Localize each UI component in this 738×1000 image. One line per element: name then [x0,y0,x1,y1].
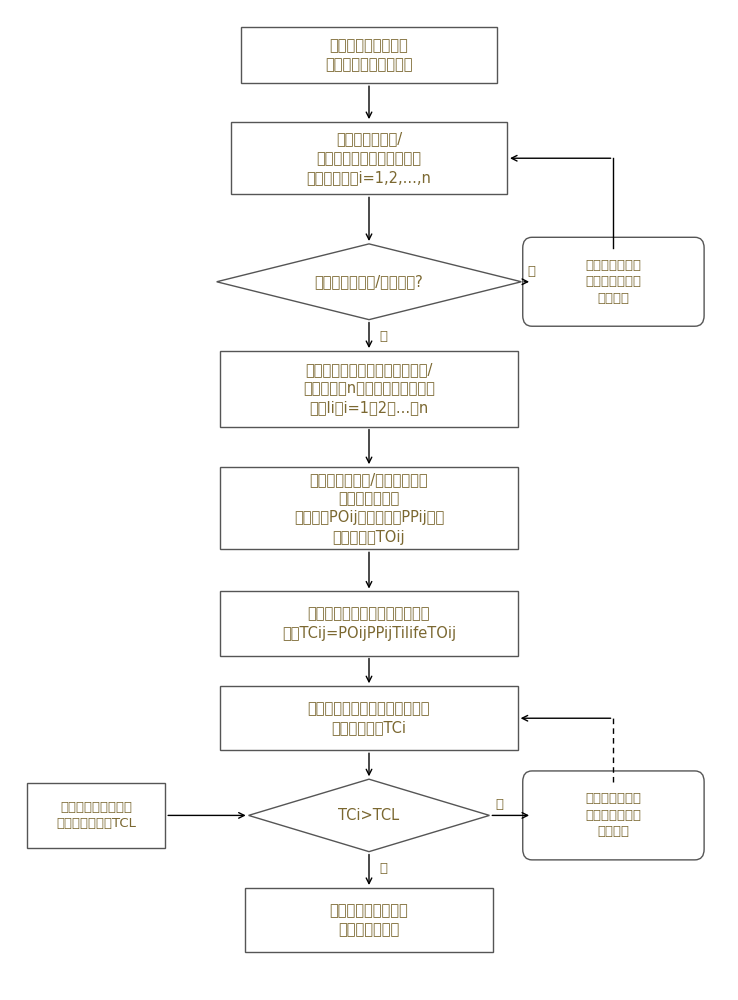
FancyBboxPatch shape [231,122,507,194]
Text: 评估每个器件或设备的单粒子软
错误危害时间TCi: 评估每个器件或设备的单粒子软 错误危害时间TCi [308,701,430,735]
FancyBboxPatch shape [241,27,497,83]
FancyBboxPatch shape [523,237,704,326]
Text: 针对每一个器件/
设备，进行单粒子软错误影
响后果分析，i=1,2,...,n: 针对每一个器件/ 设备，进行单粒子软错误影 响后果分析，i=1,2,...,n [306,132,432,185]
Text: 评估每一个单粒子软错误的危害
时间TCij=POijPPijTilifeTOij: 评估每一个单粒子软错误的危害 时间TCij=POijPPijTilifeTOij [282,606,456,641]
Text: TCi>TCL: TCi>TCL [339,808,399,823]
Text: 列出航天器系统中的
单粒子敏感器件或设备: 列出航天器系统中的 单粒子敏感器件或设备 [325,38,413,72]
Text: 是: 是 [379,862,387,875]
FancyBboxPatch shape [523,771,704,860]
Text: 航天器任务中断/功能中断?: 航天器任务中断/功能中断? [314,274,424,289]
FancyBboxPatch shape [220,467,518,549]
Polygon shape [249,779,489,852]
Text: 否: 否 [527,265,535,278]
Text: 计算系统单粒子防护
薄弱点判定阈值TCL: 计算系统单粒子防护 薄弱点判定阈值TCL [56,801,137,830]
Text: 获取每一个器件/设备的每一个
单粒子软错误的
发生概率POij、传播概率PPij、影
响持续时间TOij: 获取每一个器件/设备的每一个 单粒子软错误的 发生概率POij、传播概率PPij… [294,472,444,545]
Polygon shape [217,244,521,320]
Text: 是: 是 [379,330,387,343]
Text: 确定为航天器系统单
粒子防护薄弱点: 确定为航天器系统单 粒子防护薄弱点 [330,903,408,937]
Text: 确定引起中断的单粒子敏感器件/
设备的数量n，以及单粒子软错误
数量li，i=1，2，...，n: 确定引起中断的单粒子敏感器件/ 设备的数量n，以及单粒子软错误 数量li，i=1… [303,362,435,416]
Text: 非系统薄弱点，
分析下一个单粒
子软错误: 非系统薄弱点， 分析下一个单粒 子软错误 [585,259,641,305]
Text: 非系统薄弱点，
分析下一个单粒
子软错误: 非系统薄弱点， 分析下一个单粒 子软错误 [585,792,641,838]
FancyBboxPatch shape [220,591,518,656]
FancyBboxPatch shape [220,351,518,427]
FancyBboxPatch shape [245,888,493,952]
Text: 否: 否 [495,798,503,811]
FancyBboxPatch shape [27,783,165,848]
FancyBboxPatch shape [220,686,518,750]
